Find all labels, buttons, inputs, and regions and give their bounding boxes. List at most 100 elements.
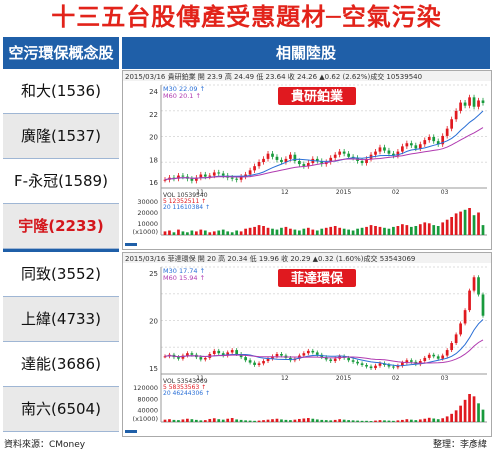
volume-bar (401, 224, 404, 235)
vol-tick: 80000 (137, 395, 158, 403)
x-tick: 03 (441, 375, 449, 382)
volume-bar (392, 420, 395, 422)
stock-item[interactable]: F-永冠(1589) (3, 159, 119, 204)
candle (392, 366, 395, 368)
volume-bar (217, 230, 221, 235)
volume-bar (235, 230, 239, 235)
volume-bar (459, 211, 462, 235)
stock-item-highlight[interactable]: 宇隆(2233) (3, 204, 119, 249)
scroll-thumb (125, 430, 137, 433)
candle (190, 353, 194, 355)
candle (203, 174, 207, 177)
volume-bar (302, 228, 306, 235)
stock-item[interactable]: 同致(3552) (3, 252, 119, 297)
volume-bar (351, 420, 355, 422)
stock-item[interactable]: 南六(6504) (3, 387, 119, 432)
volume-bar (401, 419, 404, 422)
volume-bar (392, 226, 395, 235)
volume-bar (383, 420, 386, 422)
volume-bar (360, 227, 364, 235)
volume-bar (329, 226, 333, 235)
candle (239, 176, 243, 180)
ma-line-1 (164, 110, 484, 181)
candle (194, 177, 198, 181)
candle (199, 357, 203, 360)
price-tick: 16 (149, 179, 158, 187)
candle (481, 100, 485, 103)
volume-bar (356, 228, 359, 235)
candle (347, 153, 350, 157)
candle (472, 97, 476, 107)
candle (262, 361, 265, 364)
candle (235, 350, 239, 354)
stock-item[interactable]: 廣隆(1537) (3, 114, 119, 159)
candle (181, 175, 185, 177)
stock-name-box (278, 269, 356, 287)
volume-bar (374, 420, 377, 422)
volume-bar (378, 420, 382, 422)
volume-bar (315, 419, 319, 422)
candle (463, 310, 467, 324)
vol-label-3: 20 46244306 ↑ (163, 390, 210, 397)
candle (441, 135, 445, 145)
volume-bar (235, 419, 239, 422)
volume-bar (212, 231, 216, 235)
stock-name-box (278, 87, 356, 105)
vol-label-2: 5 58353563 ↑ (163, 384, 206, 391)
candle (324, 357, 328, 360)
volume-bar (248, 420, 252, 422)
candle (477, 277, 480, 295)
stock-item[interactable]: 上緯(4733) (3, 297, 119, 342)
volume-bar (324, 420, 328, 422)
volume-bar (230, 418, 234, 422)
candle (302, 353, 306, 356)
volume-bar (356, 420, 359, 422)
volume-bar (454, 410, 458, 422)
stock-list-header: 空污環保概念股 (3, 37, 119, 69)
stock-item[interactable]: 和大(1536) (3, 69, 119, 114)
volume-bar (212, 418, 216, 422)
candle (190, 178, 194, 181)
volume-bar (181, 419, 185, 422)
stock-list: 空污環保概念股 和大(1536) 廣隆(1537) F-永冠(1589) 宇隆(… (3, 37, 119, 432)
candle (257, 363, 261, 365)
price-tick: 25 (149, 270, 158, 278)
candle (342, 151, 346, 154)
candle (459, 102, 462, 111)
candle (468, 290, 471, 311)
candle (244, 174, 247, 177)
candle (248, 360, 252, 363)
volume-bar (298, 418, 301, 422)
candle (221, 173, 225, 176)
author-note: 整理：李彥緯 (432, 440, 487, 450)
volume-bar (230, 232, 234, 235)
volume-bar (181, 231, 185, 235)
volume-bar (463, 209, 467, 235)
x-tick: 11 (196, 189, 204, 196)
price-tick: 15 (149, 365, 158, 373)
volume-bar (203, 420, 207, 422)
candle (387, 150, 391, 154)
price-tick: 22 (149, 111, 158, 119)
vol-tick: (x1000) (133, 415, 158, 423)
volume-bar (338, 227, 342, 235)
volume-bar (244, 420, 247, 422)
volume-bar (293, 229, 297, 235)
volume-bar (199, 420, 203, 422)
candle (405, 143, 409, 147)
candle (172, 177, 176, 179)
stock-item[interactable]: 達能(3686) (3, 342, 119, 387)
volume-bar (320, 419, 324, 422)
candle (177, 175, 180, 179)
vol-label-1: VOL 10539540 (163, 192, 208, 199)
volume-bar (208, 232, 212, 235)
stock-name-label: 菲達環保 (291, 271, 344, 287)
candle (378, 147, 382, 152)
candle (329, 359, 333, 362)
volume-bar (163, 231, 167, 235)
x-tick: 2015 (336, 189, 351, 196)
candle (369, 366, 373, 369)
volume-bar (369, 421, 373, 422)
volume-bar (450, 413, 454, 422)
volume-bar (396, 420, 400, 422)
